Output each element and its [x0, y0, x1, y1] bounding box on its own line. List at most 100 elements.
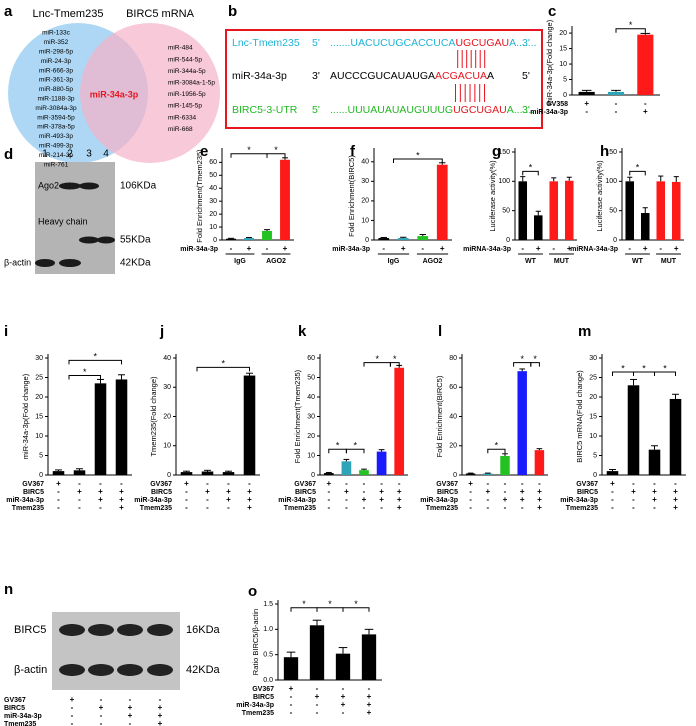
- sequence-part: .......UACUCUGCACCUCA: [330, 37, 455, 49]
- condition-sign: +: [537, 495, 542, 504]
- venn-item: miR-499-3p: [39, 143, 73, 150]
- condition-sign: -: [469, 487, 472, 496]
- condition-sign: -: [653, 503, 656, 512]
- condition-sign: +: [99, 703, 104, 712]
- condition-sign: +: [289, 684, 294, 693]
- bar: [648, 449, 661, 475]
- condition-label: BIRC5: [23, 489, 44, 496]
- y-tick-label: 150: [498, 149, 510, 156]
- venn-item: miR-3594-5p: [37, 114, 75, 121]
- blot-band: [147, 664, 173, 676]
- y-tick-label: 40: [449, 413, 457, 420]
- bar: [533, 215, 543, 240]
- y-tick-label: 0: [167, 472, 171, 479]
- bar: [115, 379, 128, 475]
- venn-title: Lnc-Tmem235: [33, 8, 104, 20]
- condition-sign: +: [652, 487, 657, 496]
- panel-letter: i: [4, 323, 8, 340]
- condition-sign: -: [129, 695, 132, 704]
- condition-sign: -: [316, 684, 319, 693]
- venn-item: miR-761: [44, 161, 69, 168]
- y-tick-label: 40: [163, 355, 171, 362]
- bar: [341, 461, 352, 475]
- y-tick-label: 20: [35, 394, 43, 401]
- condition-sign: -: [615, 107, 618, 116]
- venn-item: miR-544-5p: [168, 56, 202, 63]
- condition-sign: +: [567, 244, 572, 253]
- group-label: WT: [525, 258, 537, 265]
- significance-bracket: [522, 170, 539, 176]
- y-tick-label: 50: [609, 208, 617, 215]
- condition-label: Tmem235: [284, 505, 316, 512]
- condition-label: miRNA-34a-3p: [570, 246, 618, 253]
- significance-label: *: [83, 367, 87, 377]
- venn-item: miR-1956-5p: [168, 91, 206, 98]
- condition-sign: -: [100, 695, 103, 704]
- condition-sign: -: [611, 503, 614, 512]
- significance-bracket: [196, 366, 250, 372]
- condition-label: BIRC5: [295, 489, 316, 496]
- bar: [465, 473, 476, 475]
- panel-letter: g: [492, 143, 501, 160]
- condition-sign: +: [128, 703, 133, 712]
- condition-label: BIRC5: [577, 489, 598, 496]
- y-tick-label: 1.0: [263, 626, 273, 633]
- y-tick-label: 20: [589, 394, 597, 401]
- condition-label: Tmem235: [426, 505, 458, 512]
- sequence-part: AUCCCGUCAUAUGA: [330, 70, 435, 82]
- y-tick-label: 30: [361, 178, 369, 185]
- bar: [262, 230, 272, 240]
- condition-sign: -: [248, 479, 251, 488]
- condition-sign: +: [397, 495, 402, 504]
- y-tick-label: 20: [209, 211, 217, 218]
- venn-circle: [80, 23, 220, 163]
- sequence-part: ACGACUA: [435, 70, 487, 82]
- condition-label: miR-34a-3p: [530, 109, 568, 116]
- condition-sign: -: [611, 487, 614, 496]
- bar: [222, 472, 235, 475]
- condition-label: BIRC5: [437, 489, 458, 496]
- condition-sign: -: [100, 711, 103, 720]
- condition-sign: +: [77, 487, 82, 496]
- condition-label: BIRC5: [4, 705, 25, 712]
- significance-label: *: [221, 359, 225, 369]
- bar: [625, 181, 635, 240]
- significance-bracket: [345, 448, 365, 454]
- blot-band: [35, 259, 55, 267]
- bar: [534, 450, 545, 475]
- sequence: .......UACUCUGCACCUCAUGCUGAUA.......: [330, 37, 537, 49]
- y-tick-label: 10: [361, 217, 369, 224]
- y-tick-label: 40: [307, 394, 315, 401]
- condition-sign: -: [345, 479, 348, 488]
- venn-item: miR-214-3p: [39, 152, 73, 159]
- condition-label: miR-34a-3p: [332, 246, 370, 253]
- band-size: 42KDa: [186, 664, 221, 676]
- y-axis-label: Fold Enrichment(Tmem235): [293, 369, 302, 463]
- bar: [378, 238, 390, 240]
- y-tick-label: 1.5: [263, 601, 273, 608]
- condition-sign: +: [584, 99, 589, 108]
- condition-label: GV367: [294, 481, 316, 488]
- venn-title: BIRC5 mRNA: [126, 8, 195, 20]
- bar: [578, 91, 595, 95]
- bar: [656, 181, 666, 240]
- group-label: AGO2: [423, 258, 443, 265]
- bar: [627, 385, 640, 475]
- condition-sign: +: [401, 244, 406, 253]
- venn-item: miR-6334: [168, 114, 197, 121]
- condition-label: Tmem235: [4, 721, 36, 726]
- sequence-part: A.......: [509, 37, 536, 49]
- condition-sign: +: [341, 700, 346, 709]
- condition-sign: -: [185, 503, 188, 512]
- panel-letter: j: [159, 323, 164, 340]
- y-tick-label: 20: [307, 433, 315, 440]
- condition-label: Tmem235: [242, 710, 274, 717]
- y-axis-label: Luciferase activity(%): [595, 160, 604, 232]
- blot-band: [147, 624, 173, 636]
- condition-label: GV358: [546, 101, 568, 108]
- bar: [517, 371, 527, 475]
- significance-label: *: [393, 354, 397, 364]
- panel-letter: l: [438, 323, 442, 340]
- venn-item: miR-880-5p: [39, 86, 73, 93]
- venn-item: miR-298-5p: [39, 49, 73, 56]
